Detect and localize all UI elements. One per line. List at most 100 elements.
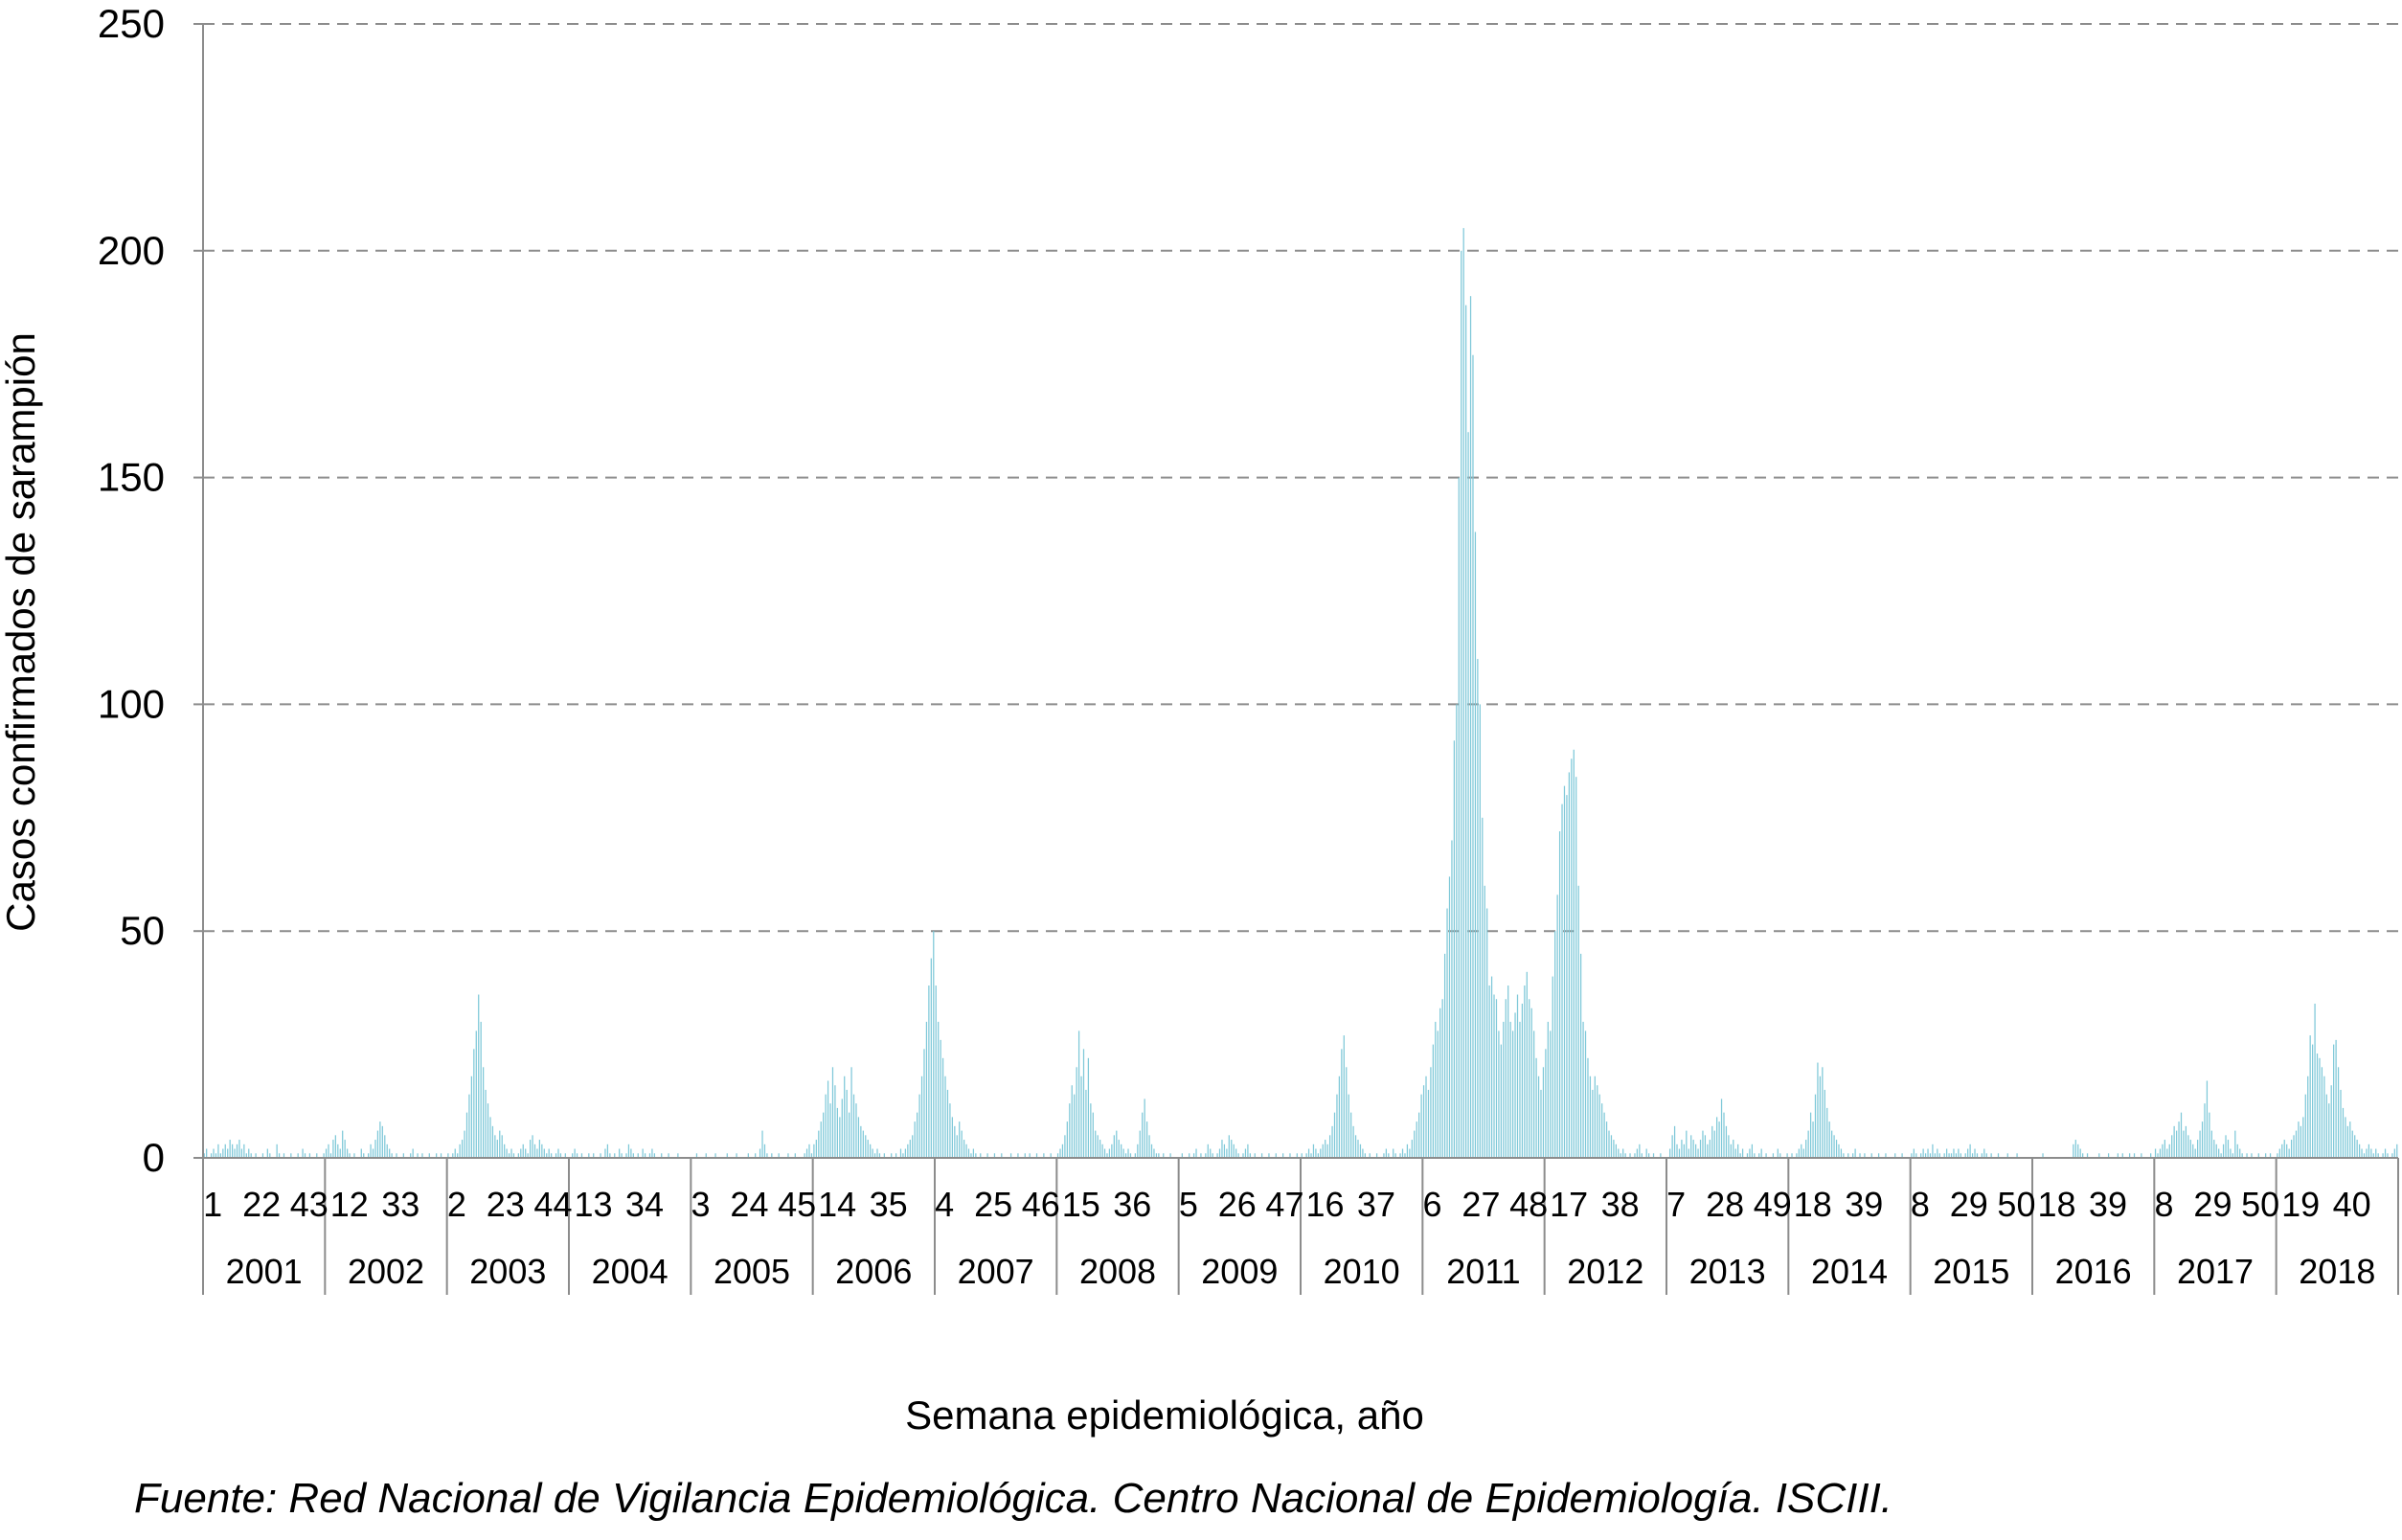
bar <box>1441 999 1443 1158</box>
bar <box>489 1117 491 1158</box>
bar <box>2300 1125 2302 1158</box>
bar <box>465 1112 468 1158</box>
bar <box>1568 772 1571 1158</box>
week-tick-label: 4 <box>935 1185 954 1224</box>
bar <box>1870 1153 1872 1158</box>
bar <box>2314 1003 2316 1158</box>
bar <box>1077 1030 1080 1158</box>
bar <box>878 1153 881 1158</box>
bar <box>1092 1112 1094 1158</box>
bar <box>1121 1144 1122 1158</box>
bar <box>1835 1140 1838 1158</box>
bar <box>1601 1103 1603 1158</box>
bar <box>846 1089 848 1158</box>
bar <box>1200 1153 1202 1158</box>
bar <box>1282 1153 1284 1158</box>
bar <box>1383 1153 1385 1158</box>
bar <box>2162 1144 2164 1158</box>
bar <box>2175 1130 2178 1158</box>
bar <box>1971 1153 1974 1158</box>
week-tick-label: 16 <box>1305 1185 1344 1224</box>
week-tick-label: 40 <box>2333 1185 2371 1224</box>
bar <box>1613 1140 1615 1158</box>
bar <box>1723 1112 1725 1158</box>
bar <box>506 1148 508 1158</box>
bar <box>2199 1130 2201 1158</box>
bar <box>972 1148 975 1158</box>
bar <box>1812 1121 1814 1158</box>
bar <box>332 1140 334 1158</box>
bar <box>1043 1153 1045 1158</box>
year-label: 2013 <box>1689 1252 1766 1291</box>
bar <box>1575 777 1577 1158</box>
bar <box>653 1153 656 1158</box>
bar <box>1346 1067 1348 1158</box>
bar <box>902 1153 904 1158</box>
bar <box>1636 1148 1639 1158</box>
bar <box>1697 1148 1699 1158</box>
bar <box>538 1140 541 1158</box>
bar <box>1315 1148 1317 1158</box>
bar <box>912 1135 914 1158</box>
bar <box>2077 1144 2079 1158</box>
bar <box>661 1153 663 1158</box>
bar <box>2180 1112 2183 1158</box>
bar <box>224 1144 226 1158</box>
bar <box>227 1148 229 1158</box>
bar <box>1826 1107 1828 1158</box>
bar <box>2372 1153 2374 1158</box>
bar <box>1955 1153 1958 1158</box>
bar <box>452 1153 454 1158</box>
week-tick-label: 18 <box>1794 1185 1832 1224</box>
bar <box>1718 1121 1720 1158</box>
bar <box>236 1144 238 1158</box>
bar <box>468 1094 470 1158</box>
bar <box>1598 1094 1600 1158</box>
bar <box>2189 1140 2191 1158</box>
bar <box>834 1085 836 1158</box>
bar <box>384 1135 386 1158</box>
bar <box>2319 1057 2321 1158</box>
bar <box>1709 1140 1711 1158</box>
bar <box>970 1153 972 1158</box>
axes <box>202 24 2399 1295</box>
bar <box>353 1153 355 1158</box>
bar <box>873 1153 876 1158</box>
bar <box>2194 1148 2196 1158</box>
bar <box>787 1153 789 1158</box>
bar <box>867 1140 869 1158</box>
bar <box>1260 1153 1263 1158</box>
week-tick-label: 27 <box>1462 1185 1500 1224</box>
bar <box>412 1148 414 1158</box>
bar <box>1801 1144 1802 1158</box>
bar <box>1796 1153 1798 1158</box>
bar <box>2222 1144 2225 1158</box>
bar <box>1111 1144 1113 1158</box>
bar <box>949 1103 951 1158</box>
bar <box>914 1121 916 1158</box>
bar <box>2227 1140 2230 1158</box>
bar <box>2321 1067 2323 1158</box>
year-label: 2017 <box>2177 1252 2254 1291</box>
bar <box>2218 1148 2220 1158</box>
bar <box>763 1144 766 1158</box>
bar <box>2074 1140 2076 1158</box>
bar <box>1189 1153 1190 1158</box>
bar <box>1985 1153 1987 1158</box>
bar <box>904 1148 907 1158</box>
bar <box>850 1067 852 1158</box>
bar <box>1563 785 1566 1158</box>
bar <box>512 1153 515 1158</box>
bar <box>1648 1153 1650 1158</box>
bar <box>504 1144 506 1158</box>
bar <box>820 1121 822 1158</box>
bar <box>210 1153 213 1158</box>
bar <box>1401 1148 1404 1158</box>
bar <box>2366 1148 2368 1158</box>
bar <box>1249 1153 1251 1158</box>
bar <box>1212 1153 1213 1158</box>
bar <box>1139 1130 1141 1158</box>
bar <box>1938 1153 1940 1158</box>
bar <box>2178 1121 2180 1158</box>
bar <box>1950 1153 1953 1158</box>
